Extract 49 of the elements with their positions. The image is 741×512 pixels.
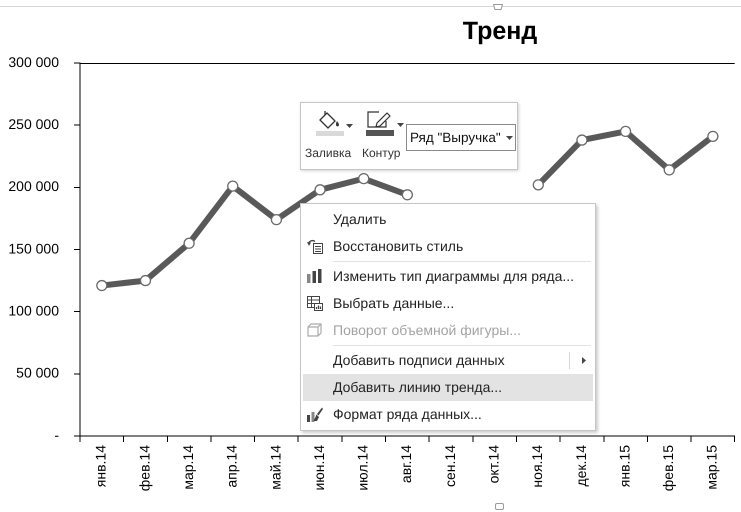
x-tick-label: мар.14 — [180, 444, 196, 490]
point — [96, 280, 108, 292]
point — [270, 214, 282, 226]
point — [707, 130, 719, 142]
x-tick-label: апр.14 — [224, 444, 240, 488]
point — [183, 238, 195, 249]
x-tick-label: ноя.14 — [529, 444, 546, 488]
point — [576, 134, 588, 146]
annotation: Формат ряда данных... — [333, 405, 482, 424]
annotation: Восстановить стиль — [333, 237, 464, 256]
y-tick-label: 100 000 — [8, 302, 60, 319]
chart-title: Тренд — [462, 17, 538, 46]
x-tick-label: мар.15 — [704, 444, 720, 490]
y-tick-label: 200 000 — [8, 178, 60, 194]
x-tick-label: янв.14 — [92, 444, 109, 488]
point — [664, 164, 675, 176]
annotation: Заливка — [305, 146, 352, 160]
point — [532, 179, 544, 190]
x-tick-label: окт.14 — [486, 444, 502, 484]
point — [620, 126, 632, 138]
x-tick-label: авг.14 — [398, 444, 414, 484]
x-tick-label: июл.14 — [354, 444, 371, 491]
annotation: Добавить линию тренда... — [333, 378, 502, 397]
point — [314, 184, 326, 196]
y-tick-label: 250 000 — [8, 116, 60, 132]
x-tick-label: янв.15 — [616, 444, 632, 488]
point — [227, 180, 238, 192]
y-tick-label: 300 000 — [8, 54, 60, 70]
point — [402, 189, 413, 200]
annotation: Контур — [362, 146, 400, 160]
y-tick-label: 50 000 — [16, 364, 60, 381]
point — [140, 274, 152, 286]
point — [358, 172, 370, 184]
x-tick-label: фев.15 — [660, 444, 676, 492]
x-tick-label: июн.14 — [310, 444, 327, 491]
annotation: Добавить подписи данных — [333, 351, 505, 370]
format-panel: Заливка Контур Ряд "Выручка" — [300, 102, 518, 170]
annotation: Изменить тип диаграммы для ряда... — [333, 267, 574, 286]
x-tick-label: сен.14 — [442, 444, 458, 487]
x-tick-label: май.14 — [267, 444, 284, 490]
annotation: Поворот объемной фигуры... — [333, 321, 522, 340]
y-tick-label: - — [54, 426, 60, 443]
annotation: Выбрать данные... — [333, 294, 454, 313]
annotation: Ряд "Выручка" — [410, 130, 501, 146]
x-tick-label: фев.14 — [136, 444, 152, 492]
annotation: Удалить — [333, 210, 386, 229]
dropdown-field: Ряд "Выручка" — [406, 124, 516, 151]
x-tick-label: дек.14 — [572, 444, 589, 487]
y-tick-label: 150 000 — [8, 240, 60, 256]
